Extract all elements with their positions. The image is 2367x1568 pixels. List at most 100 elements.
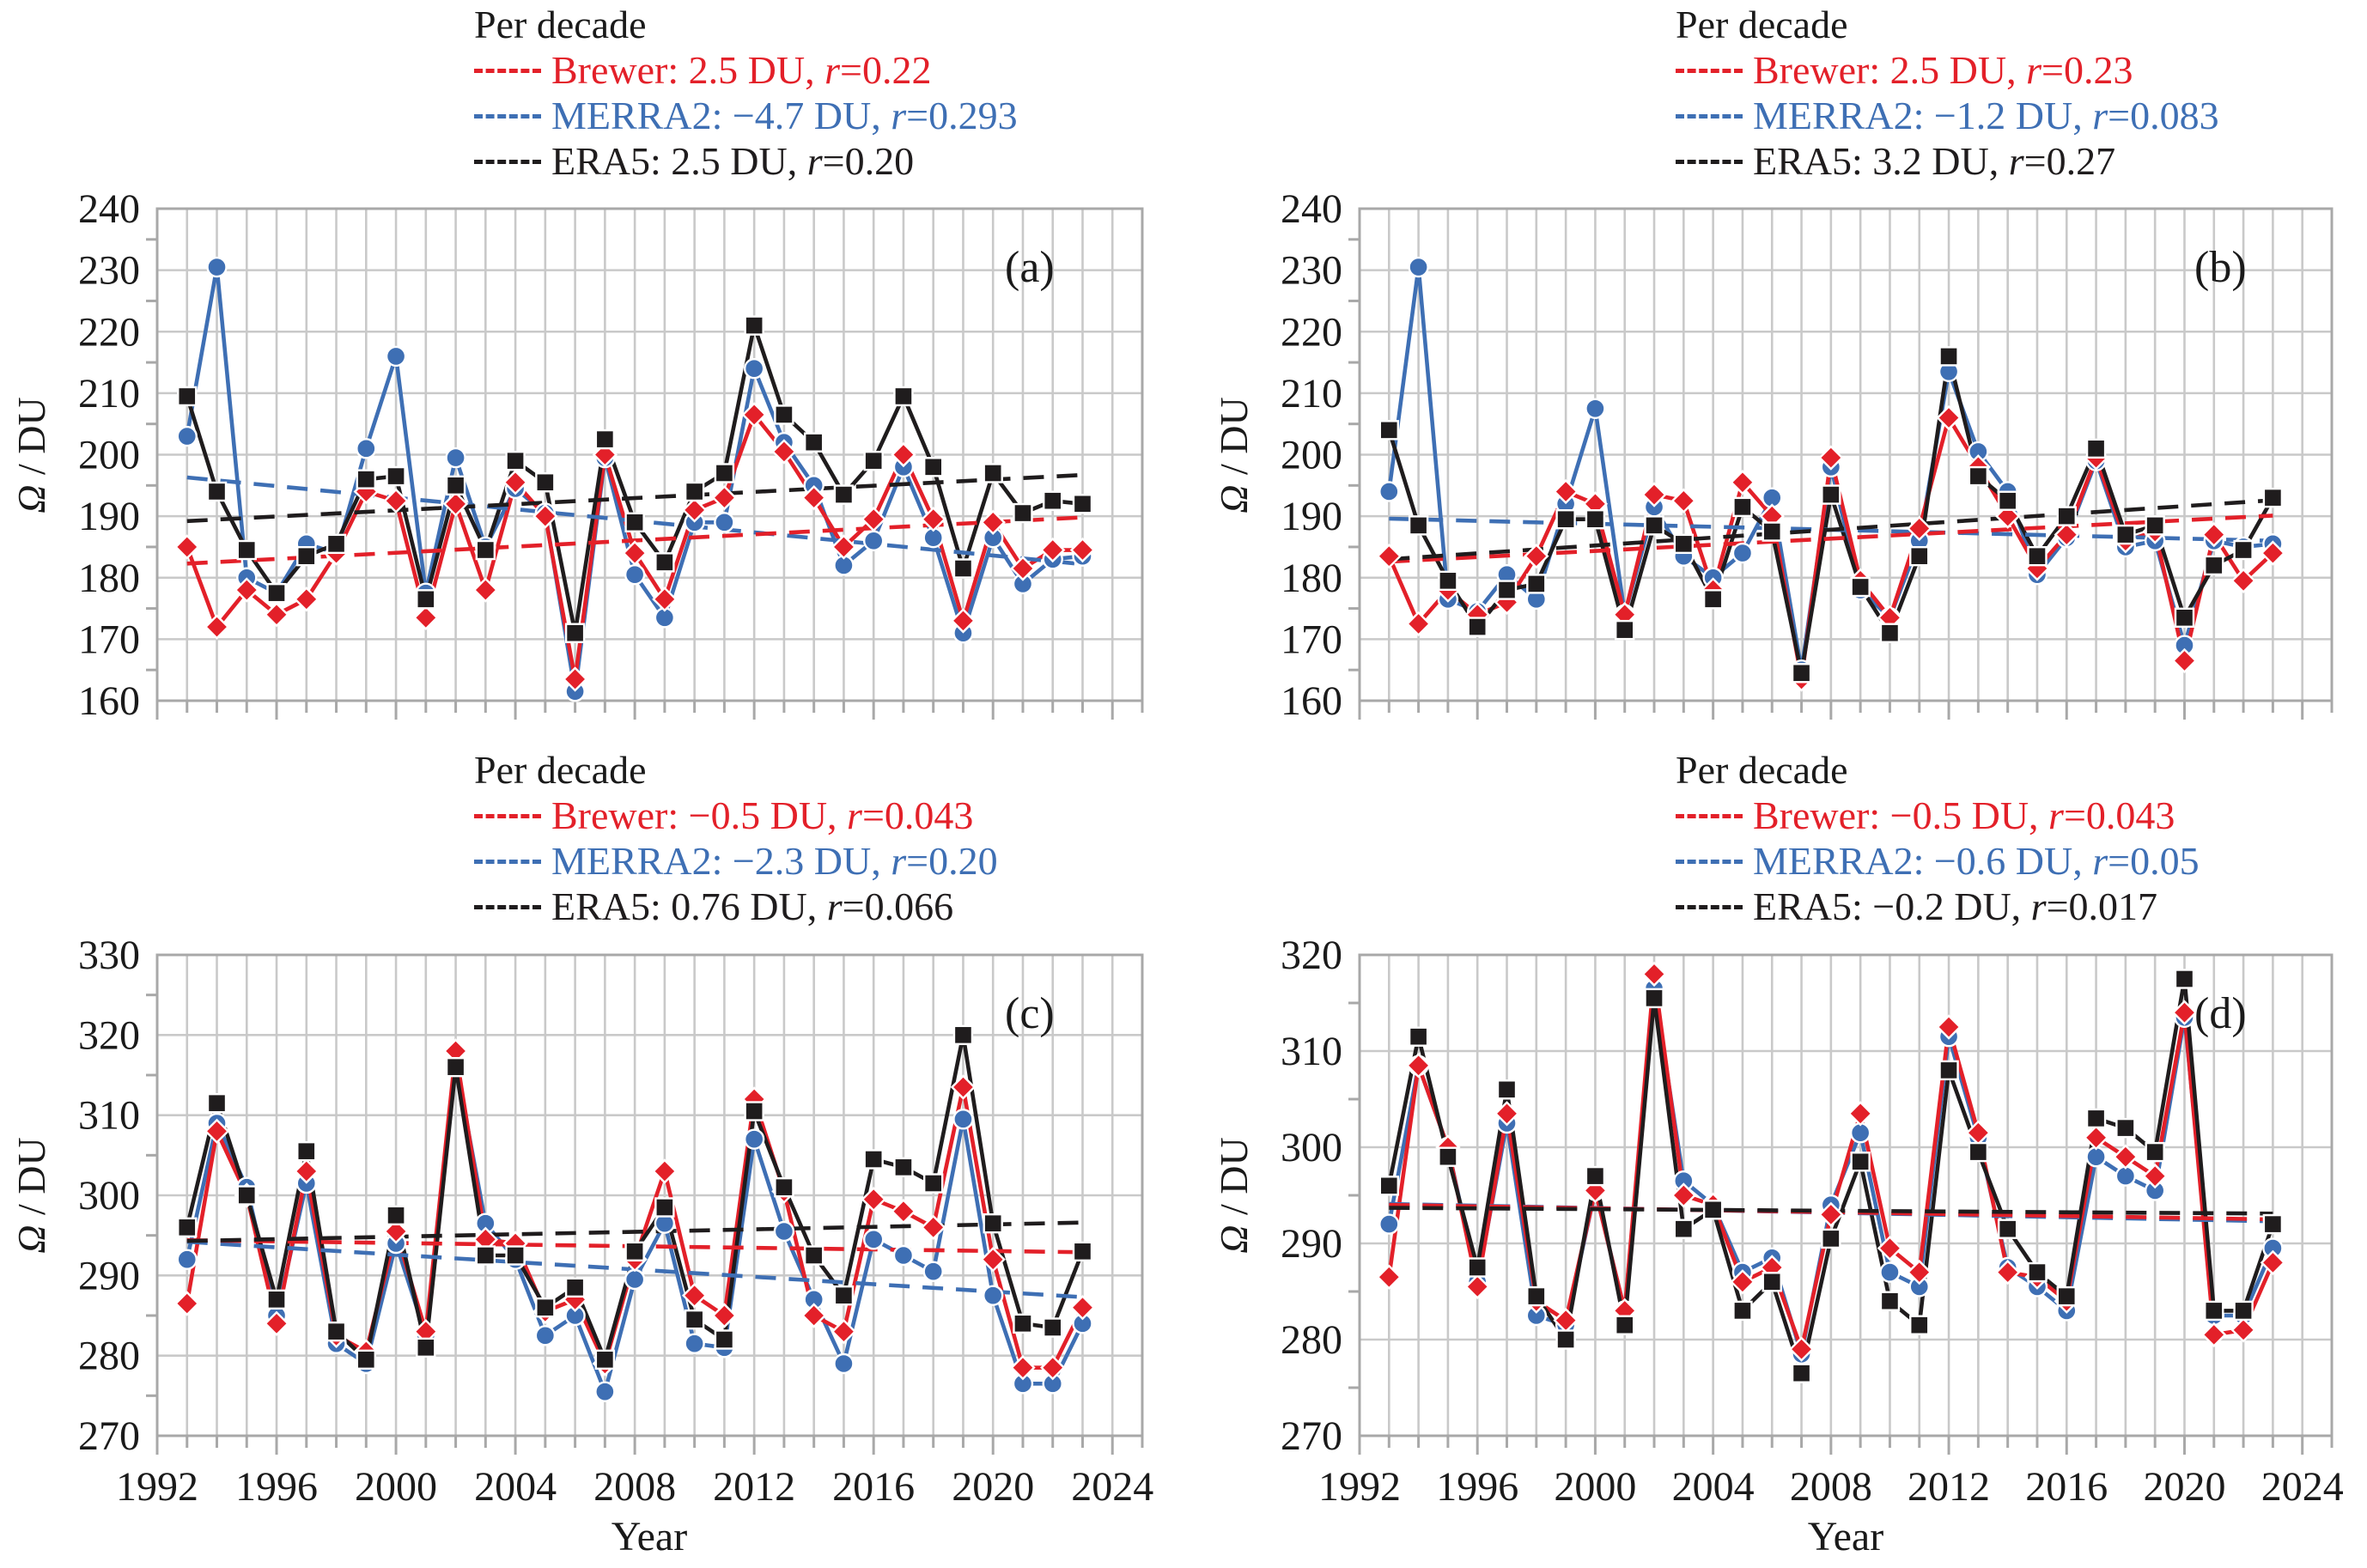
panel-letter-a: (a) bbox=[1005, 243, 1055, 292]
legend-dash-swatch bbox=[474, 814, 541, 818]
legend-entry-text: MERRA2: −4.7 DU, r=0.293 bbox=[551, 94, 1018, 137]
plot-frame bbox=[155, 953, 1144, 1437]
legend-dash-swatch bbox=[1676, 905, 1743, 909]
axis-ticks bbox=[146, 238, 1144, 720]
y-tick-label: 320 bbox=[78, 1012, 140, 1058]
panel-a: (a) 160 170 180 190 200 210 220 230 240 bbox=[78, 186, 1144, 724]
panel-letter-c: (c) bbox=[1005, 989, 1055, 1038]
y-tick-label: 290 bbox=[1281, 1221, 1342, 1267]
legend-dash-swatch bbox=[474, 160, 541, 164]
x-tick-label: 1992 bbox=[1318, 1464, 1401, 1510]
legend-entry-text: Brewer: 2.5 DU, r=0.23 bbox=[1753, 48, 2133, 92]
legend-entry-merra2: MERRA2: −0.6 DU, r=0.05 bbox=[1676, 838, 2200, 884]
y-tick-label: 300 bbox=[1281, 1125, 1342, 1170]
legend-dash-swatch bbox=[474, 69, 541, 73]
legend-entry-brewer: Brewer: 2.5 DU, r=0.22 bbox=[474, 47, 1018, 93]
series-markers-brewer bbox=[1376, 961, 2286, 1362]
panel-c: (c) 270 280 290 300 310 320 330 1992 1996 2000 2004… bbox=[78, 933, 1153, 1510]
legend-dash-swatch bbox=[1676, 160, 1743, 164]
x-tick-label: 1996 bbox=[1436, 1464, 1518, 1510]
legend-entry-text: Brewer: −0.5 DU, r=0.043 bbox=[1753, 793, 2175, 837]
x-tick-label: 2016 bbox=[832, 1464, 915, 1510]
legend-panel-a: Per decade Brewer: 2.5 DU, r=0.22 MERRA2:… bbox=[474, 2, 1018, 184]
series-markers-era5 bbox=[1378, 969, 2284, 1383]
legend-title: Per decade bbox=[1676, 3, 1848, 46]
legend-dash-swatch bbox=[474, 860, 541, 864]
y-tick-label: 210 bbox=[78, 371, 140, 416]
legend-dash-swatch bbox=[1676, 69, 1743, 73]
x-axis-title-c: Year bbox=[611, 1514, 688, 1559]
x-tick-label: 2004 bbox=[474, 1464, 557, 1510]
legend-panel-c: Per decade Brewer: −0.5 DU, r=0.043 MERRA… bbox=[474, 747, 998, 929]
legend-title: Per decade bbox=[1676, 748, 1848, 792]
x-tick-label: 2024 bbox=[1071, 1464, 1153, 1510]
y-tick-label: 310 bbox=[1281, 1029, 1342, 1074]
x-tick-label: 2012 bbox=[1908, 1464, 1990, 1510]
legend-entry-text: MERRA2: −0.6 DU, r=0.05 bbox=[1753, 839, 2200, 883]
plot-frame bbox=[155, 207, 1144, 702]
legend-entry-brewer: Brewer: 2.5 DU, r=0.23 bbox=[1676, 47, 2219, 93]
y-tick-label: 170 bbox=[78, 617, 140, 662]
axis-ticks bbox=[1348, 238, 2334, 720]
y-tick-label: 330 bbox=[78, 933, 140, 978]
y-tick-label: 160 bbox=[78, 678, 140, 724]
x-tick-label: 2024 bbox=[2261, 1464, 2344, 1510]
y-tick-label: 210 bbox=[1281, 371, 1342, 416]
y-tick-label: 200 bbox=[78, 433, 140, 478]
legend-dash-swatch bbox=[1676, 814, 1743, 818]
y-axis-title-a: Ω / DU bbox=[9, 397, 53, 514]
legend-entry-text: MERRA2: −1.2 DU, r=0.083 bbox=[1753, 94, 2219, 137]
x-tick-label: 1996 bbox=[235, 1464, 318, 1510]
legend-entry-era5: ERA5: 2.5 DU, r=0.20 bbox=[474, 138, 1018, 184]
legend-entry-text: MERRA2: −2.3 DU, r=0.20 bbox=[551, 839, 998, 883]
x-tick-label: 2000 bbox=[1554, 1464, 1636, 1510]
y-tick-label: 190 bbox=[1281, 494, 1342, 539]
series-markers-era5 bbox=[177, 315, 1093, 643]
x-tick-label: 2004 bbox=[1672, 1464, 1755, 1510]
x-tick-label: 2000 bbox=[355, 1464, 437, 1510]
y-tick-label: 300 bbox=[78, 1173, 140, 1219]
x-tick-label: 2012 bbox=[713, 1464, 795, 1510]
x-tick-label: 1992 bbox=[116, 1464, 198, 1510]
y-tick-label: 180 bbox=[78, 556, 140, 601]
y-tick-label: 320 bbox=[1281, 933, 1342, 978]
legend-entry-era5: ERA5: 0.76 DU, r=0.066 bbox=[474, 884, 998, 929]
legend-dash-swatch bbox=[474, 114, 541, 119]
y-tick-label: 220 bbox=[78, 309, 140, 355]
y-axis-title-c: Ω / DU bbox=[9, 1137, 53, 1254]
legend-entry-text: Brewer: −0.5 DU, r=0.043 bbox=[551, 793, 974, 837]
x-tick-label: 2020 bbox=[952, 1464, 1034, 1510]
legend-entry-brewer: Brewer: −0.5 DU, r=0.043 bbox=[1676, 793, 2200, 838]
axis-ticks bbox=[1348, 1001, 2334, 1455]
series-markers-brewer bbox=[174, 402, 1096, 692]
y-tick-label: 270 bbox=[1281, 1413, 1342, 1459]
legend-dash-swatch bbox=[1676, 114, 1743, 119]
panel-d: (d) 270 280 290 300 310 320 1992 1996 2000 2004 200… bbox=[1281, 933, 2344, 1510]
x-tick-label: 2008 bbox=[1790, 1464, 1872, 1510]
y-tick-label: 290 bbox=[78, 1253, 140, 1298]
y-tick-label: 190 bbox=[78, 494, 140, 539]
legend-entry-merra2: MERRA2: −1.2 DU, r=0.083 bbox=[1676, 93, 2219, 138]
y-axis-title-b: Ω / DU bbox=[1212, 397, 1256, 514]
x-tick-label: 2016 bbox=[2025, 1464, 2108, 1510]
series-markers-era5 bbox=[177, 1024, 1093, 1370]
panel-letter-d: (d) bbox=[2194, 989, 2247, 1038]
legend-entry-text: ERA5: 3.2 DU, r=0.27 bbox=[1753, 139, 2116, 183]
y-axis-title-d: Ω / DU bbox=[1212, 1137, 1256, 1254]
legend-entry-text: Brewer: 2.5 DU, r=0.22 bbox=[551, 48, 932, 92]
legend-title: Per decade bbox=[474, 748, 647, 792]
series-markers-era5 bbox=[1378, 346, 2284, 684]
plot-frame bbox=[1358, 207, 2334, 702]
x-axis-title-d: Year bbox=[1807, 1514, 1884, 1559]
y-tick-label: 270 bbox=[78, 1413, 140, 1459]
legend-dash-swatch bbox=[474, 905, 541, 909]
y-tick-label: 280 bbox=[1281, 1317, 1342, 1363]
y-tick-label: 240 bbox=[78, 186, 140, 232]
legend-dash-swatch bbox=[1676, 860, 1743, 864]
y-tick-label: 230 bbox=[1281, 248, 1342, 294]
y-tick-label: 170 bbox=[1281, 617, 1342, 662]
x-tick-label: 2020 bbox=[2143, 1464, 2225, 1510]
y-tick-label: 280 bbox=[78, 1334, 140, 1379]
